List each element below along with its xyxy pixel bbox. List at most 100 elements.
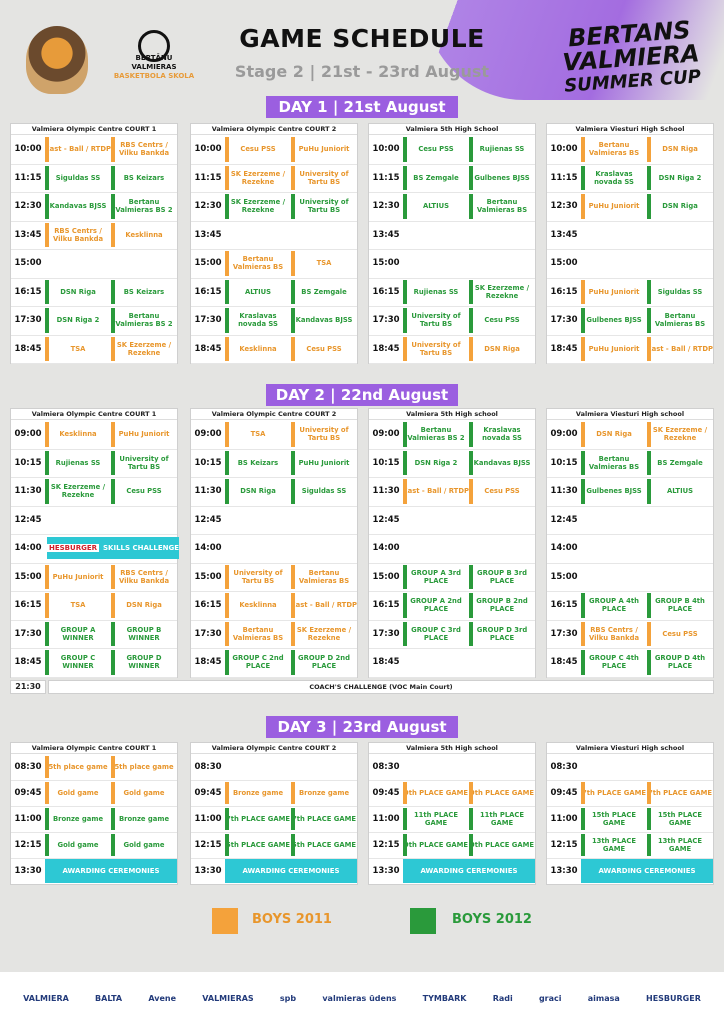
sponsor-logo: Avene <box>148 993 177 1003</box>
schedule-row: 17:30 Gulbenes BJSS Bertanu Valmieras BS <box>547 306 713 335</box>
away-team: Rujienas SS <box>469 135 535 164</box>
away-team: DSN Riga <box>647 192 713 221</box>
row-divider <box>11 832 177 833</box>
venue-name: Valmiera Viesturi High school <box>547 743 713 754</box>
row-divider <box>369 505 535 507</box>
row-divider <box>191 163 357 165</box>
game-time: 17:30 <box>372 315 400 326</box>
schedule-row: 08:30 <box>547 754 713 780</box>
away-team <box>469 221 535 250</box>
away-team: DSN Riga <box>111 591 177 620</box>
game-time: 12:30 <box>550 201 578 212</box>
game-time: 12:45 <box>372 514 400 525</box>
schedule-row: 10:00 Bertanu Valmieras BS DSN Riga <box>547 135 713 164</box>
row-divider <box>369 192 535 193</box>
home-team: GROUP A 3rd PLACE <box>403 563 469 592</box>
legend-swatch-2011 <box>212 908 238 934</box>
venue-name: Valmiera Olympic Centre COURT 2 <box>191 124 357 135</box>
home-team: Kraslavas novada SS <box>225 306 291 335</box>
game-time: 17:30 <box>550 628 578 639</box>
game-time: 11:30 <box>372 486 400 497</box>
sponsor-logo: graci <box>538 993 562 1003</box>
day-banner: DAY 1 | 21st August <box>266 96 458 118</box>
game-time: 12:15 <box>372 840 400 850</box>
game-time: 16:15 <box>194 600 222 611</box>
away-team: Cesu PSS <box>111 477 177 506</box>
row-divider <box>191 220 357 222</box>
awarding-row: 13:30 AWARDING CEREMONIES <box>369 858 535 884</box>
home-team: Gulbenes BJSS <box>581 306 647 335</box>
row-divider <box>369 858 535 859</box>
schedule-row: 12:45 <box>11 506 177 535</box>
home-team: ALTIUS <box>225 278 291 307</box>
awarding-ceremonies: AWARDING CEREMONIES <box>581 859 713 883</box>
game-time: 17:30 <box>194 628 222 639</box>
home-team <box>403 648 469 677</box>
row-divider <box>547 220 713 222</box>
game-time: 18:45 <box>194 657 222 668</box>
home-team: TSA <box>45 335 111 364</box>
away-team: Bertanu Valmieras BS <box>291 563 357 592</box>
away-team: BS Keizars <box>111 164 177 193</box>
home-team: SK Ezerzeme / Rezekne <box>225 192 291 221</box>
home-team: 7th PLACE GAME <box>225 806 291 832</box>
away-team: Cesu PSS <box>469 306 535 335</box>
row-divider <box>11 806 177 807</box>
basketball-school-logo: BERTĀNU VALMIERAS BASKETBOLA SKOLA <box>110 30 198 82</box>
schedule-row: 17:30 GROUP A WINNER GROUP B WINNER <box>11 620 177 649</box>
row-divider <box>547 363 713 364</box>
home-team: Kesklinna <box>45 420 111 449</box>
game-time: 12:15 <box>14 840 42 850</box>
game-time: 16:15 <box>372 286 400 297</box>
schedule-row: 11:15 BS Zemgale Gulbenes BJSS <box>369 164 535 193</box>
home-team: RBS Centrs / Vilku Bankda <box>581 620 647 649</box>
schedule-row: 12:45 <box>191 506 357 535</box>
schedule-row: 08:30 <box>369 754 535 780</box>
sponsor-bar: VALMIERA BALTA Avene VALMIERAS spb valmieras … <box>0 972 724 1024</box>
schedule-row: 18:45 GROUP C 2nd PLACE GROUP D 2nd PLACE <box>191 648 357 677</box>
schedule-row: 09:45 Gold game Gold game <box>11 780 177 806</box>
home-team: 9th PLACE GAME <box>403 832 469 858</box>
row-divider <box>11 363 177 364</box>
row-divider <box>369 780 535 781</box>
page-subtitle: Stage 2 | 21st - 23rd August <box>234 62 490 81</box>
brand-title: BERTANS VALMIERA SUMMER CUP <box>561 15 702 97</box>
game-time: 14:00 <box>14 543 42 554</box>
home-team: Gulbenes BJSS <box>581 477 647 506</box>
venue-panel: Valmiera Viesturi High School 10:00 Bertan… <box>546 123 714 364</box>
row-divider <box>11 277 177 279</box>
game-time: 08:30 <box>372 762 400 772</box>
game-time: 18:45 <box>372 343 400 354</box>
venue-panel: Valmiera Viesturi High school 08:30 09:45 7… <box>546 742 714 885</box>
skills-challenge: HESBURGER SKILLS CHALLENGE <box>47 537 179 559</box>
game-time: 11:15 <box>14 172 42 183</box>
away-team: GROUP B WINNER <box>111 620 177 649</box>
home-team: 15th PLACE GAME <box>581 806 647 832</box>
schedule-row: 09:00 Bertanu Valmieras BS 2 Kraslavas nov… <box>369 420 535 449</box>
game-time: 10:00 <box>194 144 222 155</box>
row-divider <box>191 562 357 564</box>
game-time: 09:00 <box>194 429 222 440</box>
game-time: 13:45 <box>14 229 42 240</box>
row-divider <box>547 780 713 781</box>
game-time: 10:00 <box>550 144 578 155</box>
away-team: RBS Centrs / Vilku Bankda <box>111 563 177 592</box>
home-team <box>403 534 469 563</box>
row-divider <box>547 163 713 165</box>
game-time: 11:30 <box>194 486 222 497</box>
row-divider <box>547 676 713 678</box>
home-team: GROUP C 4th PLACE <box>581 648 647 677</box>
schedule-row: 18:45 <box>369 648 535 677</box>
venue-name: Valmiera Olympic Centre COURT 1 <box>11 409 177 420</box>
award-time: 13:30 <box>550 866 578 876</box>
home-team: Bertanu Valmieras BS <box>581 449 647 478</box>
game-time: 18:45 <box>550 343 578 354</box>
row-divider <box>369 477 535 478</box>
away-team: Gold game <box>111 780 177 806</box>
row-divider <box>547 477 713 478</box>
game-time: 11:15 <box>194 172 222 183</box>
row-divider <box>191 192 357 193</box>
row-divider <box>11 163 177 165</box>
game-time: 15:00 <box>372 258 400 269</box>
schedule-row: 17:30 GROUP C 3rd PLACE GROUP D 3rd PLACE <box>369 620 535 649</box>
